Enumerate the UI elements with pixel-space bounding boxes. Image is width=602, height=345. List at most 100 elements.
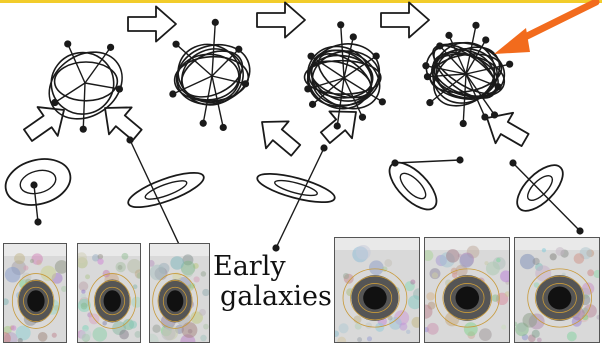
noise-blob [150, 333, 159, 342]
spoke-dot [423, 73, 432, 81]
panel-header [335, 238, 419, 250]
noise-blob [389, 317, 402, 330]
noise-blob [532, 257, 540, 266]
contour-line [350, 275, 400, 321]
spoke-dot [378, 98, 386, 106]
noise-blob [515, 321, 518, 327]
noise-blob [593, 269, 599, 279]
noise-blob [119, 329, 129, 340]
disk-outline [388, 161, 438, 211]
contour-line [162, 286, 188, 316]
disk-axis-dot [34, 218, 42, 226]
galaxy-core [363, 286, 387, 310]
disk-galaxy-4 [388, 156, 464, 211]
noise-blob [78, 252, 88, 264]
flow-arrow-1 [127, 5, 177, 43]
disk-outline [516, 164, 564, 212]
spoke-line [336, 77, 345, 127]
galaxy-core [27, 290, 45, 312]
spoke-dot [337, 21, 345, 29]
noise-blob [531, 329, 540, 338]
disk-axis-dot [320, 144, 328, 152]
noise-blob [541, 248, 547, 253]
noise-blob [485, 261, 500, 276]
spoke-line [172, 75, 213, 95]
spoke-line [343, 36, 354, 79]
noise-blob [127, 258, 140, 274]
noise-blob [132, 284, 138, 290]
orbit-ring [50, 51, 115, 115]
noise-blob [536, 337, 542, 342]
noise-blob [17, 337, 23, 342]
contour-line [23, 286, 49, 316]
spoke-line [343, 55, 377, 79]
spoke-line [307, 77, 345, 90]
spoke-line [465, 73, 496, 116]
noise-blob [121, 252, 129, 260]
noise-blob [337, 336, 347, 342]
panel-header [150, 244, 209, 256]
noise-blob [338, 323, 349, 334]
spoke-dot [169, 90, 177, 98]
observation-panel-6 [514, 237, 600, 343]
noise-blob [40, 265, 57, 282]
observation-panel-2 [77, 243, 141, 343]
noise-blob [365, 322, 372, 329]
disk-inner-arm [526, 174, 554, 202]
noise-blob [368, 260, 384, 276]
spoke-dot [482, 36, 490, 44]
highlight-arrow-head [494, 28, 530, 54]
noise-blob [170, 256, 184, 270]
panel-image [150, 244, 209, 342]
orbit-ring [180, 50, 244, 98]
spoke-dot [307, 52, 315, 60]
spoke-line [211, 75, 246, 85]
galaxy-core [455, 286, 480, 310]
spoke-dot [106, 43, 115, 51]
spoke-line [340, 24, 345, 79]
panel-header [425, 238, 509, 250]
spoke-line [312, 77, 345, 105]
noise-blob [384, 259, 393, 267]
contour-line [99, 286, 126, 316]
noise-blob [399, 322, 408, 331]
noise-blob [357, 337, 363, 342]
spoke-dot [422, 62, 430, 70]
disk-galaxy-1 [4, 158, 72, 226]
flow-arrow-2 [256, 1, 306, 39]
contour-line [93, 280, 131, 322]
galaxy-core [166, 290, 184, 312]
panel-image [4, 244, 66, 342]
noise-blob [54, 260, 66, 274]
spoke-line [465, 39, 487, 75]
orbit-ring [175, 43, 251, 106]
noise-blob [51, 332, 57, 338]
contour-line [534, 275, 585, 321]
noise-blob [375, 322, 385, 332]
spoke-line [67, 43, 86, 84]
spoke-dot [172, 40, 180, 48]
noise-blob [10, 325, 17, 331]
panel-image [335, 238, 419, 342]
disk-galaxy-5 [509, 159, 584, 235]
disk-outline [127, 171, 205, 209]
spoke-line [84, 46, 112, 84]
orbit-ring [176, 53, 240, 101]
galaxy-core [547, 286, 572, 310]
spoke-dot [372, 52, 380, 60]
spoke-dot [241, 80, 250, 88]
noise-blob [496, 257, 501, 263]
spoke-line [310, 55, 345, 79]
spoke-dot [115, 85, 124, 93]
disk-inner-arm [19, 169, 57, 195]
contour-line [442, 275, 493, 321]
disk-axis-dot [456, 156, 464, 164]
noise-blob [504, 291, 509, 297]
noise-blob [97, 258, 104, 265]
orbit-ring [173, 55, 250, 102]
disk-galaxy-3 [256, 144, 336, 252]
panel-header [4, 244, 66, 256]
spoke-line [465, 63, 510, 75]
noise-blob [459, 254, 474, 268]
caption-line-2: galaxies [220, 281, 332, 312]
